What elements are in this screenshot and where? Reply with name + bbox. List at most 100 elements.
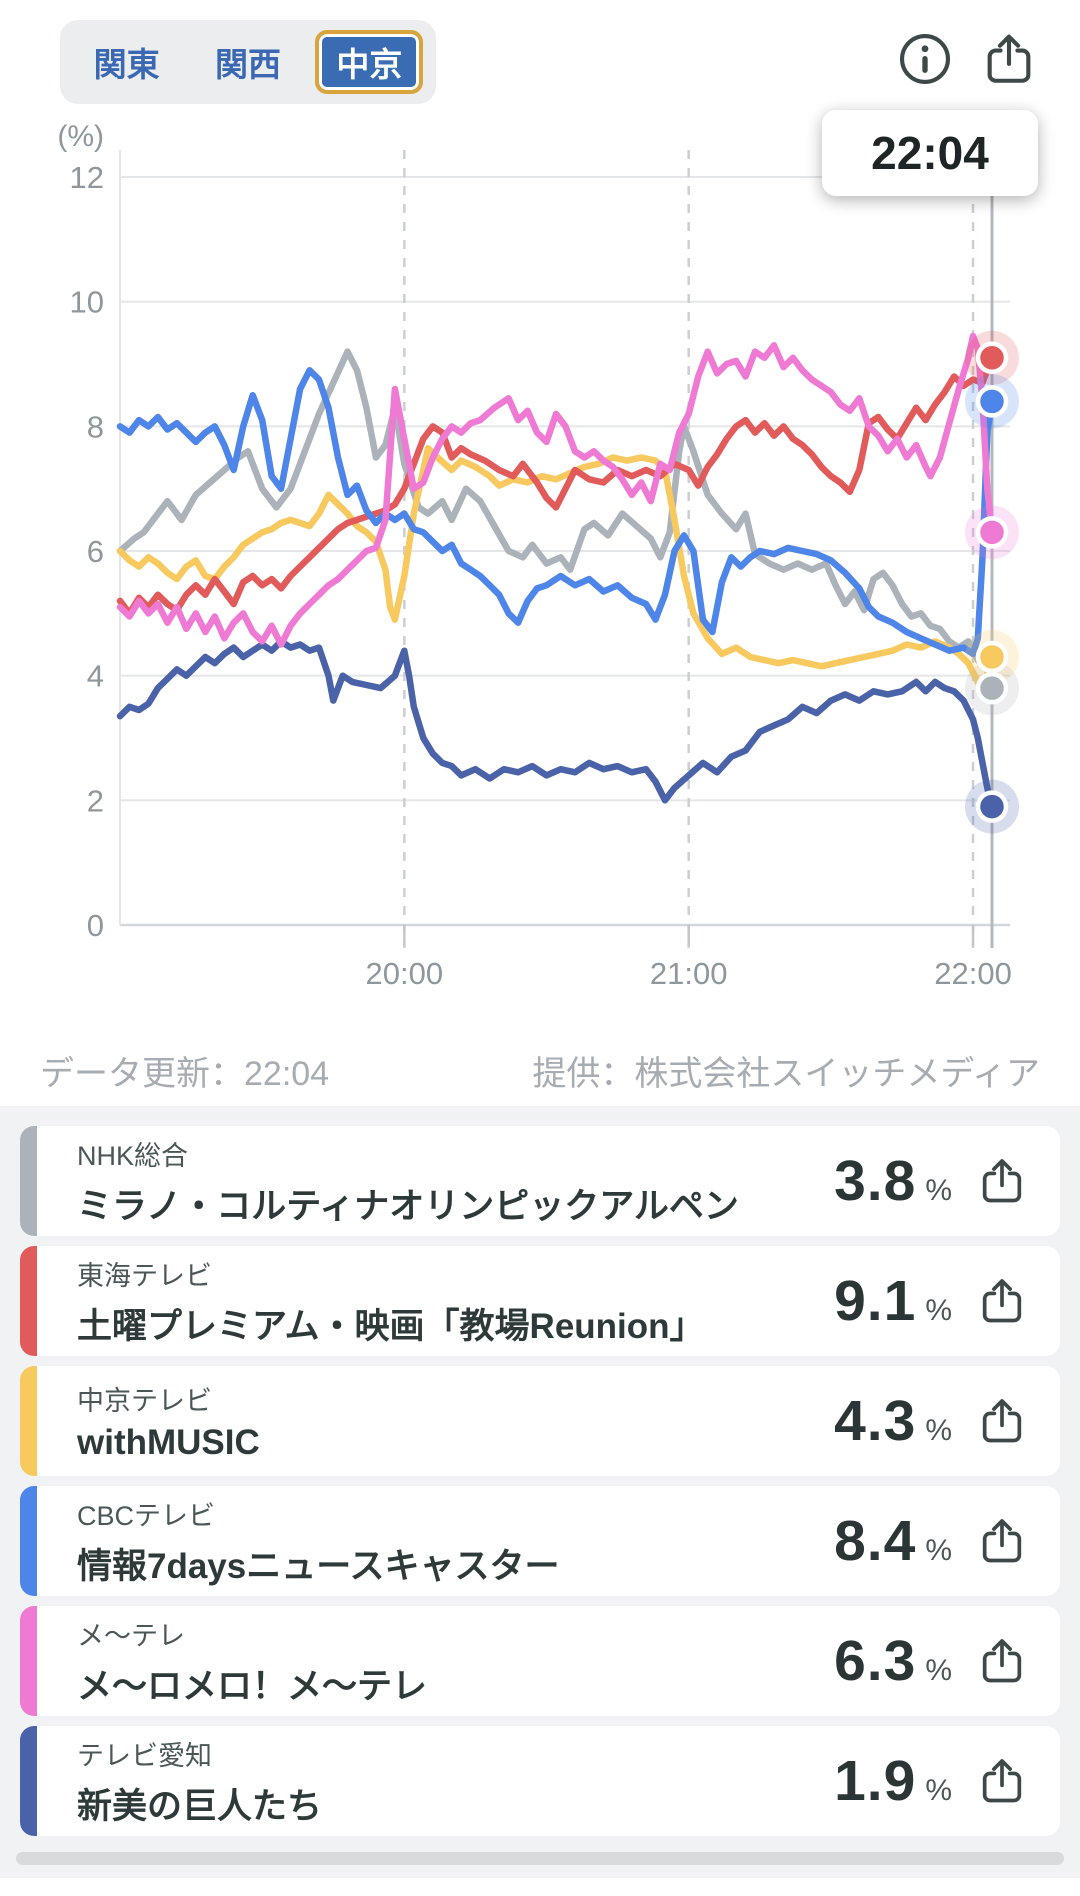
channel-card: NHK総合 ミラノ・コルティナオリンピックアルペン 3.8 % [20, 1126, 1060, 1236]
station-name: NHK総合 [77, 1140, 189, 1171]
rating-unit: % [925, 1174, 952, 1207]
share-button[interactable] [976, 1755, 1028, 1807]
region-tab-label: 中京 [336, 46, 403, 83]
series-endpoint-dot-1 [975, 341, 1009, 375]
info-button[interactable] [896, 30, 954, 88]
bottom-strip [0, 1878, 1080, 1896]
y-tick-label: 0 [87, 908, 104, 943]
rating-value-group: 8.4 % [834, 1508, 952, 1574]
channel-meta: メ〜テレ メ〜ロメロ！メ〜テレ [37, 1614, 834, 1709]
rating-unit: % [925, 1534, 952, 1567]
series-line-3 [116, 367, 996, 658]
channel-card: CBCテレビ 情報7daysニュースキャスター 8.4 % [20, 1486, 1060, 1596]
series-endpoint-dot-3 [975, 385, 1009, 418]
rating-value: 4.3 [834, 1389, 917, 1453]
channel-list: NHK総合 ミラノ・コルティナオリンピックアルペン 3.8 % 東海テレビ 土曜… [0, 1106, 1080, 1878]
share-button[interactable] [976, 1635, 1028, 1687]
rating-value-group: 4.3 % [834, 1388, 952, 1454]
share-icon [987, 34, 1031, 83]
rating-value: 8.4 [834, 1509, 917, 1573]
header-icons [896, 30, 1038, 88]
share-button[interactable] [976, 1275, 1028, 1327]
share-icon [982, 1159, 1022, 1203]
series-line-0 [116, 348, 996, 692]
station-name: 中京テレビ [77, 1386, 212, 1416]
station-name: CBCテレビ [77, 1500, 216, 1531]
program-title: ミラノ・コルティナオリンピックアルペン [77, 1186, 739, 1226]
rating-unit: % [925, 1774, 952, 1807]
region-tab-0[interactable]: 関東 [73, 26, 181, 98]
share-button[interactable] [976, 1515, 1028, 1567]
rating-value-group: 6.3 % [834, 1628, 952, 1694]
y-tick-label: 12 [70, 160, 104, 195]
series-line-2 [116, 444, 996, 695]
channel-card: テレビ愛知 新美の巨人たち 1.9 % [20, 1726, 1060, 1836]
region-tab-label: 関西 [214, 46, 281, 83]
share-icon [982, 1639, 1022, 1683]
channel-meta: CBCテレビ 情報7daysニュースキャスター [37, 1494, 834, 1589]
horizontal-scrollbar[interactable] [16, 1852, 1064, 1865]
series-line-4 [116, 332, 996, 648]
rating-unit: % [925, 1294, 952, 1327]
channel-color-bar [20, 1606, 37, 1716]
share-icon [982, 1279, 1022, 1323]
y-tick-label: 4 [87, 659, 104, 694]
channel-color-bar [20, 1246, 37, 1356]
series-endpoint-dot-2 [975, 640, 1009, 674]
program-title: メ〜ロメロ！メ〜テレ [77, 1666, 428, 1706]
channel-meta: 東海テレビ 土曜プレミアム・映画「教場Reunion」 [37, 1254, 834, 1349]
x-tick-label: 21:00 [650, 956, 728, 991]
channel-meta: テレビ愛知 新美の巨人たち [37, 1734, 834, 1829]
channel-card: 中京テレビ withMUSIC 4.3 % [20, 1366, 1060, 1476]
x-tick-label: 20:00 [366, 956, 444, 991]
share-icon [982, 1519, 1022, 1563]
channel-card: 東海テレビ 土曜プレミアム・映画「教場Reunion」 9.1 % [20, 1246, 1060, 1356]
station-name: テレビ愛知 [77, 1740, 212, 1771]
share-button[interactable] [980, 30, 1038, 88]
program-title: 土曜プレミアム・映画「教場Reunion」 [77, 1306, 705, 1346]
rating-value: 3.8 [834, 1149, 917, 1213]
y-tick-label: 2 [87, 783, 104, 818]
share-button[interactable] [976, 1155, 1028, 1207]
series-endpoint-dot-5 [975, 790, 1009, 823]
time-tooltip: 22:04 [822, 110, 1038, 196]
y-tick-label: 6 [87, 534, 104, 569]
series-line-1 [116, 354, 996, 617]
program-title: 情報7daysニュースキャスター [77, 1546, 560, 1586]
y-axis-unit-label: (%) [57, 120, 104, 153]
rating-value-group: 3.8 % [834, 1148, 952, 1214]
program-title: withMUSIC [77, 1423, 260, 1462]
rating-value: 6.3 [834, 1629, 917, 1693]
station-name: 東海テレビ [77, 1260, 212, 1291]
channel-color-bar [20, 1486, 37, 1596]
y-tick-label: 8 [87, 409, 104, 444]
x-tick-label: 22:00 [934, 956, 1012, 991]
channel-meta: NHK総合 ミラノ・コルティナオリンピックアルペン [37, 1134, 834, 1229]
channel-meta: 中京テレビ withMUSIC [37, 1379, 834, 1463]
rating-value: 1.9 [834, 1749, 917, 1813]
region-tab-1[interactable]: 関西 [194, 26, 302, 98]
ratings-line-chart[interactable]: 0 2 4 6 8 10 12 (%) 20:00 21:00 22:00 [0, 0, 1080, 1040]
rating-unit: % [925, 1654, 952, 1687]
y-tick-label: 10 [70, 285, 104, 320]
rating-value-group: 1.9 % [834, 1748, 952, 1814]
series-endpoint-dot-4 [975, 516, 1009, 549]
rating-unit: % [925, 1414, 952, 1447]
region-tab-label: 関東 [93, 46, 160, 83]
station-name: メ〜テレ [77, 1620, 185, 1651]
provider-label: 提供：株式会社スイッチメディア [532, 1055, 1040, 1093]
data-updated-label: データ更新：22:04 [40, 1055, 330, 1093]
channel-card: メ〜テレ メ〜ロメロ！メ〜テレ 6.3 % [20, 1606, 1060, 1716]
share-button[interactable] [976, 1395, 1028, 1447]
share-icon [982, 1399, 1022, 1443]
region-tab-2[interactable]: 中京 [315, 30, 424, 94]
program-title: 新美の巨人たち [77, 1786, 323, 1826]
channel-color-bar [20, 1366, 37, 1476]
time-tooltip-label: 22:04 [871, 127, 989, 179]
info-icon [899, 33, 951, 85]
series-endpoint-dot-0 [975, 671, 1009, 705]
region-tab-group: 関東 関西 中京 [60, 20, 436, 104]
series-line-5 [116, 638, 996, 810]
channel-color-bar [20, 1726, 37, 1836]
